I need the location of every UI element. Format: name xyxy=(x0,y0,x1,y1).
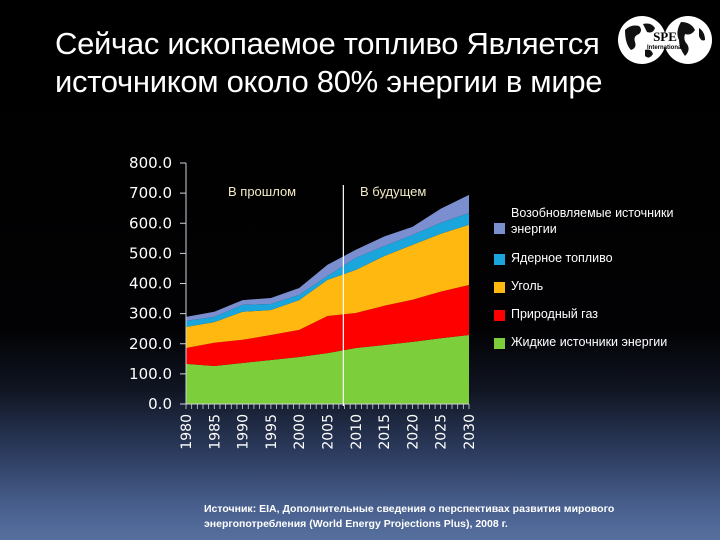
x-tick-label: 2015 xyxy=(377,414,393,450)
x-tick-label: 1990 xyxy=(236,414,252,450)
slide-title-line-2: источником около 80% энергии в мире xyxy=(55,64,603,99)
legend-label-renewables: Возобновляемые источники энергии xyxy=(511,206,674,236)
x-tick-label: 2000 xyxy=(292,414,308,450)
y-tick-label: 0.0 xyxy=(148,395,172,413)
area-series-1 xyxy=(186,285,469,366)
legend-swatch-nuclear xyxy=(494,254,505,265)
x-tick-label: 2020 xyxy=(405,414,421,450)
x-tick-label: 1995 xyxy=(264,414,280,450)
legend-item-coal: Уголь xyxy=(494,278,711,294)
slide-title-line-1: Сейчас ископаемое топливо Является xyxy=(55,26,600,61)
x-axis: 1980 1985 1990 1995 2000 2005 2010 2015 2020 2025… xyxy=(179,403,478,450)
y-axis: 0.0 100.0 200.0 300.0 400.0 500.0 600.0 700.0 80… xyxy=(129,154,187,413)
area-series-2 xyxy=(186,224,469,348)
y-tick-label: 700.0 xyxy=(129,184,172,202)
y-tick-label: 400.0 xyxy=(129,275,172,293)
x-tick-label: 2030 xyxy=(462,414,478,450)
past-label: В прошлом xyxy=(228,184,297,199)
legend-item-renewables: Возобновляемые источники энергии xyxy=(494,205,711,237)
x-tick-label: 1985 xyxy=(207,414,223,450)
y-tick-label: 600.0 xyxy=(129,214,172,232)
legend-swatch-gas xyxy=(494,310,505,321)
legend-swatch-renewables xyxy=(494,223,505,234)
future-label: В будущем xyxy=(360,184,427,199)
source-note: Источник: EIA, Дополнительные сведения о… xyxy=(204,502,704,532)
area-series-3 xyxy=(186,213,469,327)
y-tick-label: 200.0 xyxy=(129,335,172,353)
legend-item-gas: Природный газ xyxy=(494,306,711,322)
source-line-1: Источник: EIA, Дополнительные сведения о… xyxy=(204,503,615,515)
legend-label-nuclear: Ядерное топливо xyxy=(511,251,613,265)
legend-item-nuclear: Ядерное топливо xyxy=(494,250,711,266)
legend-label-gas: Природный газ xyxy=(511,307,599,321)
legend-swatch-liquids xyxy=(494,338,505,349)
area-series-0 xyxy=(186,335,469,404)
logo-text-international: International xyxy=(647,45,683,51)
spe-logo-globe-icon: SPE International xyxy=(618,16,712,64)
y-tick-label: 100.0 xyxy=(129,365,172,383)
y-tick-label: 300.0 xyxy=(129,305,172,323)
legend-swatch-coal xyxy=(494,282,505,293)
logo-text-spe: SPE xyxy=(653,29,677,44)
y-tick-label: 800.0 xyxy=(129,154,172,172)
source-line-2: энергопотребления (World Energy Projecti… xyxy=(204,518,508,530)
x-tick-label: 1980 xyxy=(179,414,195,450)
legend-label-coal: Уголь xyxy=(511,279,544,293)
slide-title: Сейчас ископаемое топливо Является источ… xyxy=(55,25,615,101)
legend-item-liquids: Жидкие источники энергии xyxy=(494,334,711,350)
x-tick-label: 2025 xyxy=(434,414,450,450)
x-tick-label: 2005 xyxy=(321,414,337,450)
y-tick-label: 500.0 xyxy=(129,244,172,262)
legend-label-liquids: Жидкие источники энергии xyxy=(511,335,668,349)
x-tick-label: 2010 xyxy=(349,414,365,450)
chart-areas xyxy=(186,194,469,404)
